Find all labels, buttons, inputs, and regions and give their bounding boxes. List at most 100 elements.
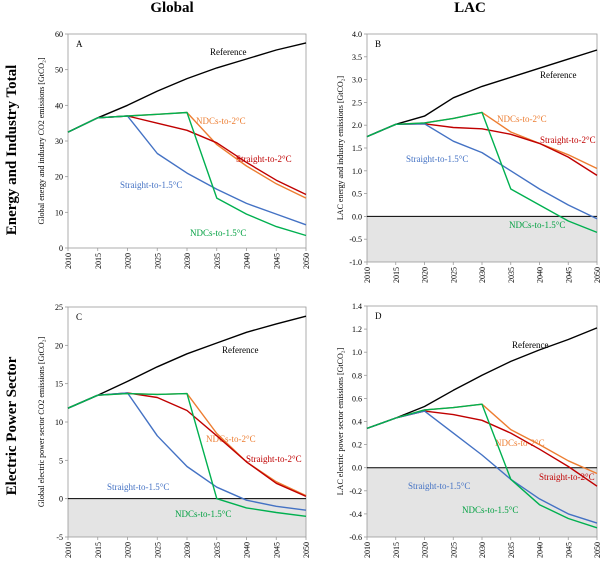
- panel-letter: C: [76, 312, 82, 322]
- x-tick-label: 2035: [507, 542, 516, 558]
- series-label-straight-to-1-5-c-b: Straight-to-1.5°C: [406, 154, 468, 164]
- y-tick-label: -0.4: [349, 510, 362, 519]
- series-label-straight-to-1-5-c-a: Straight-to-1.5°C: [120, 180, 182, 190]
- y-tick-label: 0.8: [352, 371, 362, 380]
- x-tick-label: 2015: [392, 267, 401, 283]
- y-tick-label: 3.5: [352, 53, 362, 62]
- y-tick-label: 0: [59, 244, 63, 253]
- series-label-straight-to-2-c-d: Straight-to-2°C: [539, 472, 595, 482]
- y-tick-label: 0: [59, 495, 63, 504]
- y-tick-label: 0.4: [352, 418, 362, 427]
- y-tick-label: 25: [55, 303, 63, 312]
- series-line-reference-c: [67, 315, 307, 409]
- series-line-ndcs-to-1-5-c-b: [366, 111, 598, 234]
- panel-letter: A: [76, 39, 83, 49]
- series-label-ndcs-to-1-5-c-a: NDCs-to-1.5°C: [190, 228, 246, 238]
- series-line-reference-d: [366, 327, 598, 430]
- panel-d: -0.6 -0.4 -0.2 0.0 0.2 0.4 0.6 0.8 1.0 1.2 1.4 2010…: [336, 302, 602, 558]
- x-tick-label: 2050: [593, 267, 602, 283]
- x-tick-label: 2020: [124, 542, 133, 558]
- series-label-straight-to-2-c-a: Straight-to-2°C: [236, 154, 292, 164]
- y-tick-label: 10: [55, 418, 63, 427]
- x-tick-label: 2050: [302, 542, 311, 558]
- y-tick-label: 20: [55, 341, 63, 350]
- x-tick-label: 2020: [124, 253, 133, 269]
- x-tick-label: 2040: [536, 542, 545, 558]
- series-line-straight-to-2-c-b: [366, 123, 598, 176]
- x-tick-label: 2035: [213, 253, 222, 269]
- series-label-reference-c: Reference: [222, 345, 258, 355]
- y-tick-label: 50: [55, 66, 63, 75]
- x-tick-label: 2010: [363, 267, 372, 283]
- series-label-ndcs-to-1-5-c-b: NDCs-to-1.5°C: [509, 220, 565, 230]
- series-label-straight-to-2-c-c: Straight-to-2°C: [246, 454, 302, 464]
- x-tick-label: 2015: [94, 542, 103, 558]
- series-label-ndcs-to-2-c-c: NDCs-to-2°C: [206, 434, 256, 444]
- row-title-energy-industry: Energy and Industry Total: [4, 65, 20, 235]
- x-tick-label: 2045: [272, 253, 281, 269]
- x-tick-label: 2020: [421, 542, 430, 558]
- y-tick-label: 0.0: [352, 212, 362, 221]
- series-line-reference-b: [366, 49, 598, 138]
- x-tick-label: 2030: [183, 253, 192, 269]
- panel-letter: B: [375, 39, 381, 49]
- series-line-ndcs-to-2-c-c: [67, 392, 307, 497]
- column-title-global: Global: [150, 0, 193, 16]
- y-tick-label: -0.6: [349, 533, 362, 542]
- y-tick-label: 0.5: [352, 190, 362, 199]
- x-tick-label: 2015: [94, 253, 103, 269]
- y-tick-label: 0.6: [352, 394, 362, 403]
- series-label-ndcs-to-2-c-a: NDCs-to-2°C: [196, 116, 246, 126]
- plot-frame: [67, 33, 307, 249]
- x-tick-label: 2025: [153, 542, 162, 558]
- y-axis-label: Global electric power sector CO2 emissio…: [37, 337, 46, 508]
- y-tick-label: 20: [55, 173, 63, 182]
- y-tick-label: 0.0: [352, 464, 362, 473]
- x-tick-label: 2040: [243, 542, 252, 558]
- y-tick-label: 1.5: [352, 144, 362, 153]
- series-label-ndcs-to-2-c-d: NDCs-to-2°C: [495, 438, 545, 448]
- y-tick-label: -1.0: [349, 258, 362, 267]
- y-tick-label: 1.2: [352, 325, 362, 334]
- series-label-ndcs-to-2-c-b: NDCs-to-2°C: [497, 114, 547, 124]
- y-tick-label: 10: [55, 208, 63, 217]
- x-tick-label: 2040: [243, 253, 252, 269]
- negative-region-shade: [367, 467, 597, 537]
- series-label-reference-d: Reference: [512, 340, 548, 350]
- x-tick-label: 2010: [363, 542, 372, 558]
- x-tick-label: 2010: [64, 542, 73, 558]
- series-label-reference-a: Reference: [210, 47, 246, 57]
- x-tick-label: 2025: [449, 267, 458, 283]
- series-label-straight-to-1-5-c-c: Straight-to-1.5°C: [107, 482, 169, 492]
- x-tick-label: 2035: [213, 542, 222, 558]
- y-tick-label: 30: [55, 137, 63, 146]
- y-tick-label: 60: [55, 30, 63, 39]
- x-tick-label: 2030: [183, 542, 192, 558]
- x-tick-label: 2050: [302, 253, 311, 269]
- y-tick-label: 40: [55, 101, 63, 110]
- x-tick-label: 2025: [153, 253, 162, 269]
- series-label-straight-to-2-c-b: Straight-to-2°C: [540, 135, 596, 145]
- y-tick-label: 1.0: [352, 167, 362, 176]
- x-tick-label: 2020: [421, 267, 430, 283]
- column-title-lac: LAC: [454, 0, 486, 16]
- x-tick-label: 2050: [593, 542, 602, 558]
- series-label-reference-b: Reference: [540, 70, 576, 80]
- y-tick-label: 1.0: [352, 348, 362, 357]
- y-tick-label: 2.5: [352, 98, 362, 107]
- series-line-straight-to-2-c-c: [67, 392, 307, 498]
- panel-letter: D: [375, 311, 382, 321]
- x-tick-label: 2030: [478, 267, 487, 283]
- series-label-ndcs-to-1-5-c-d: NDCs-to-1.5°C: [462, 505, 518, 515]
- series-line-straight-to-1-5-c-a: [67, 115, 307, 226]
- row-title-electric-power: Electric Power Sector: [4, 356, 20, 495]
- y-tick-label: 15: [55, 380, 63, 389]
- y-tick-label: 4.0: [352, 30, 362, 39]
- y-tick-label: 0.2: [352, 441, 362, 450]
- x-tick-label: 2010: [64, 253, 73, 269]
- series-line-ndcs-to-1-5-c-c: [67, 392, 307, 517]
- y-tick-label: 1.4: [352, 302, 362, 311]
- x-tick-label: 2045: [564, 542, 573, 558]
